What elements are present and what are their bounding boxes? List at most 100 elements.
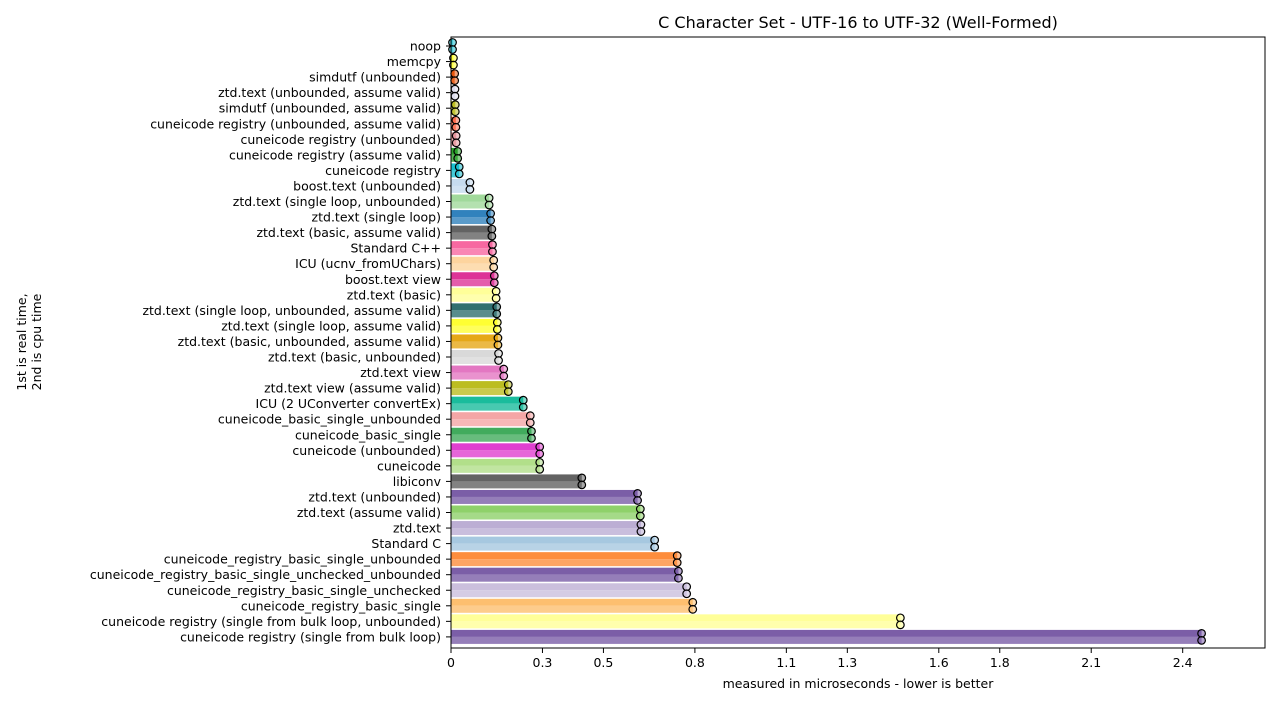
cpu-time-marker (486, 216, 496, 225)
bar-cpu-time (451, 341, 498, 349)
bar-cpu-time (451, 590, 687, 598)
cpu-time-marker (454, 169, 464, 179)
bar-real-time (451, 210, 491, 218)
bar-cpu-time (451, 217, 491, 225)
bar-cpu-time (451, 357, 499, 364)
bar-real-time (451, 350, 499, 357)
bar-real-time (451, 427, 532, 435)
chart-title: C Character Set - UTF-16 to UTF-32 (Well… (658, 13, 1058, 32)
category-label: ztd.text (single loop, unbounded) (233, 194, 441, 209)
category-label: ztd.text view (assume valid) (264, 381, 441, 396)
cpu-time-marker (535, 464, 545, 474)
bar-cpu-time (451, 574, 679, 582)
bar-real-time (451, 225, 492, 233)
cpu-time-marker (527, 433, 536, 443)
bar-real-time (451, 396, 524, 404)
category-label: ztd.text (single loop, unbounded, assume… (142, 303, 441, 318)
x-tick-label: 1.1 (776, 655, 796, 670)
y-axis-label-line2: 2nd is cpu time (29, 293, 44, 390)
bar-cpu-time (451, 450, 540, 458)
category-label: ztd.text (basic, unbounded, assume valid… (178, 334, 441, 349)
category-label: memcpy (387, 54, 442, 69)
cpu-time-marker (499, 371, 509, 381)
bar-real-time (451, 505, 641, 513)
bar-cpu-time (451, 465, 540, 473)
cpu-time-marker (633, 496, 642, 505)
cpu-time-marker (492, 309, 502, 319)
cpu-time-marker (489, 278, 499, 288)
bar-real-time (451, 629, 1202, 637)
bar-cpu-time (451, 185, 470, 193)
cpu-time-marker (488, 247, 497, 257)
cpu-time-marker (491, 293, 501, 303)
category-label: cuneicode_basic_single_unbounded (218, 412, 441, 427)
category-label: cuneicode registry (325, 163, 442, 178)
category-label: simdutf (unbounded) (309, 70, 441, 85)
bar-real-time (451, 412, 531, 420)
cpu-time-marker (518, 402, 528, 412)
category-label: ztd.text (assume valid) (297, 505, 441, 520)
cpu-time-marker (674, 573, 683, 583)
bar-real-time (451, 381, 509, 389)
x-tick-label: 0.3 (533, 655, 553, 670)
x-tick-label: 0.5 (593, 655, 613, 670)
category-label: boost.text (unbounded) (293, 178, 441, 193)
cpu-time-marker (636, 527, 646, 536)
bar-cpu-time (451, 559, 678, 567)
y-axis-label: 1st is real time, 2nd is cpu time (14, 293, 44, 390)
cpu-time-marker (448, 45, 457, 54)
bar-cpu-time (451, 496, 638, 504)
category-label: cuneicode_registry_basic_single (241, 598, 441, 613)
bar-cpu-time (451, 528, 641, 536)
category-label: cuneicode registry (unbounded) (241, 132, 441, 147)
category-label: ztd.text (single loop) (312, 210, 441, 225)
category-label: ztd.text (basic, unbounded) (268, 350, 441, 365)
bar-real-time (451, 256, 494, 264)
bar-real-time (451, 334, 498, 342)
bar-cpu-time (451, 325, 498, 333)
cpu-time-marker (682, 589, 692, 599)
bar-real-time (451, 272, 495, 280)
category-label: ztd.text view (360, 365, 441, 380)
bar-real-time (451, 474, 582, 482)
cpu-time-marker (493, 340, 503, 350)
cpu-time-marker (492, 325, 502, 334)
category-label: ztd.text (basic, assume valid) (256, 225, 441, 240)
cpu-time-marker (465, 185, 475, 194)
bar-real-time (451, 458, 540, 466)
bar-cpu-time (451, 263, 494, 271)
category-label: cuneicode registry (single from bulk loo… (101, 614, 441, 629)
bar-cpu-time (451, 279, 495, 287)
category-label: ztd.text (single loop, assume valid) (221, 318, 441, 333)
bar-cpu-time (451, 621, 901, 629)
category-label: ztd.text (basic) (347, 287, 441, 302)
bar-real-time (451, 303, 497, 311)
category-label: simdutf (unbounded, assume valid) (219, 101, 441, 116)
cpu-time-marker (535, 449, 545, 459)
category-label: cuneicode registry (unbounded, assume va… (150, 116, 441, 131)
cpu-time-marker (451, 122, 461, 132)
category-label: cuneicode_basic_single (295, 427, 441, 442)
x-tick-label: 0 (447, 655, 455, 670)
category-label: cuneicode (377, 458, 441, 473)
bars-layer (451, 39, 1202, 644)
cpu-time-marker (494, 356, 503, 365)
bar-cpu-time (451, 232, 492, 240)
cpu-time-marker (449, 60, 458, 70)
x-tick-label: 1.8 (990, 655, 1010, 670)
bar-real-time (451, 489, 638, 497)
cpu-time-marker (688, 604, 698, 614)
bar-real-time (451, 552, 678, 560)
points-layer (448, 38, 1206, 645)
bar-cpu-time (451, 201, 490, 209)
bar-cpu-time (451, 512, 641, 520)
category-label: ICU (ucnv_fromUChars) (295, 256, 441, 271)
bar-real-time (451, 287, 497, 295)
bar-real-time (451, 365, 504, 373)
bar-real-time (451, 583, 687, 591)
x-tick-label: 2.1 (1081, 655, 1101, 670)
cpu-time-marker (450, 107, 460, 117)
